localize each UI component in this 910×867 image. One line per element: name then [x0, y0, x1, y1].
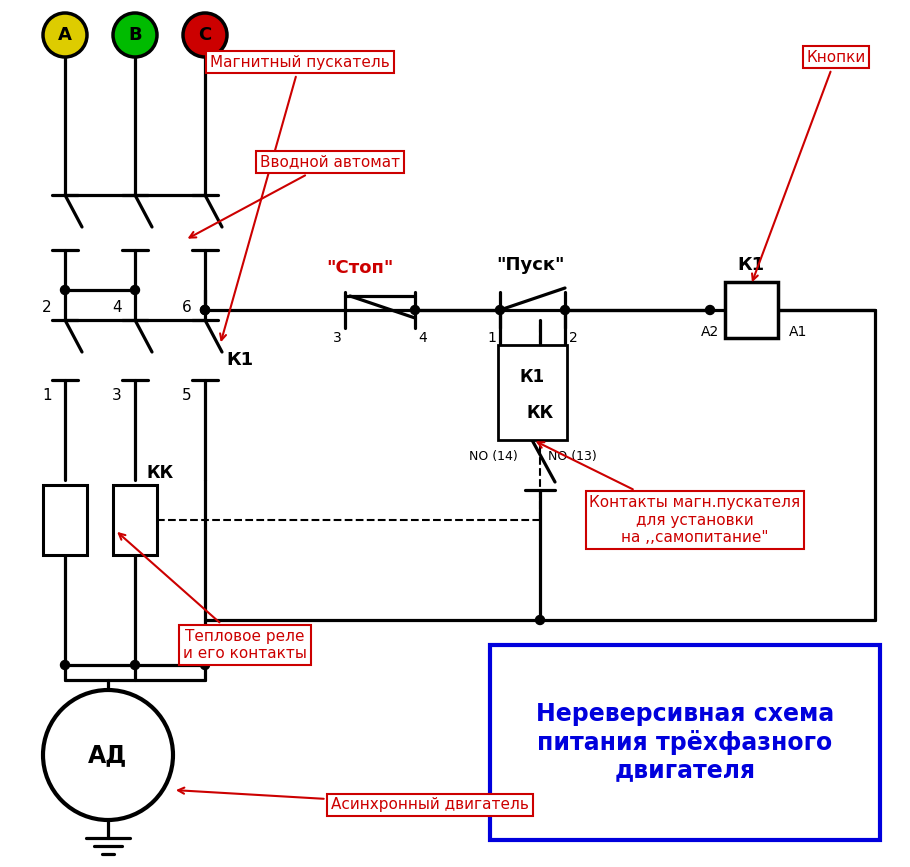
Text: К1: К1 — [737, 256, 764, 274]
Bar — [43, 485, 87, 555]
Text: A2: A2 — [701, 325, 719, 339]
Bar — [490, 645, 880, 840]
Text: В: В — [128, 26, 142, 44]
Text: 4: 4 — [419, 331, 428, 345]
Text: Асинхронный двигатель: Асинхронный двигатель — [178, 787, 529, 812]
Bar — [498, 345, 567, 440]
Text: "Стоп": "Стоп" — [327, 259, 394, 277]
Text: 3: 3 — [333, 331, 341, 345]
Text: Кнопки: Кнопки — [752, 49, 865, 280]
Text: К1: К1 — [520, 368, 545, 386]
Circle shape — [561, 305, 570, 315]
Circle shape — [200, 305, 209, 315]
Text: NO (13): NO (13) — [548, 449, 596, 462]
Text: Магнитный пускатель: Магнитный пускатель — [210, 55, 389, 340]
Circle shape — [60, 285, 69, 295]
Text: C: C — [198, 26, 212, 44]
Text: 1: 1 — [42, 388, 52, 402]
Text: КК: КК — [147, 464, 174, 482]
Circle shape — [130, 661, 139, 669]
Text: A1: A1 — [789, 325, 807, 339]
Circle shape — [130, 285, 139, 295]
Circle shape — [113, 13, 157, 57]
Text: A: A — [58, 26, 72, 44]
Text: К1: К1 — [227, 351, 254, 369]
Circle shape — [496, 305, 504, 315]
Text: 5: 5 — [182, 388, 192, 402]
Circle shape — [183, 13, 227, 57]
Bar — [113, 485, 157, 555]
Circle shape — [200, 661, 209, 669]
Text: Нереверсивная схема
питания трёхфазного
двигателя: Нереверсивная схема питания трёхфазного … — [536, 701, 834, 782]
Circle shape — [200, 305, 209, 315]
Text: 1: 1 — [488, 331, 497, 345]
Circle shape — [43, 13, 87, 57]
Circle shape — [410, 305, 420, 315]
Text: Тепловое реле
и его контакты: Тепловое реле и его контакты — [119, 533, 307, 662]
Circle shape — [705, 305, 714, 315]
Circle shape — [535, 616, 544, 624]
Text: Контакты магн.пускателя
для установки
на ,,самопитание": Контакты магн.пускателя для установки на… — [538, 442, 801, 544]
Text: АД: АД — [88, 743, 127, 767]
Text: "Пуск": "Пуск" — [496, 256, 564, 274]
Text: 4: 4 — [112, 301, 122, 316]
Text: NO (14): NO (14) — [469, 449, 518, 462]
Text: 2: 2 — [569, 331, 577, 345]
Text: 3: 3 — [112, 388, 122, 402]
Circle shape — [60, 661, 69, 669]
Text: 6: 6 — [182, 301, 192, 316]
Text: КК: КК — [526, 404, 553, 422]
Circle shape — [43, 690, 173, 820]
Bar — [725, 282, 778, 338]
Text: Вводной автомат: Вводной автомат — [189, 154, 400, 238]
Text: 2: 2 — [42, 301, 52, 316]
